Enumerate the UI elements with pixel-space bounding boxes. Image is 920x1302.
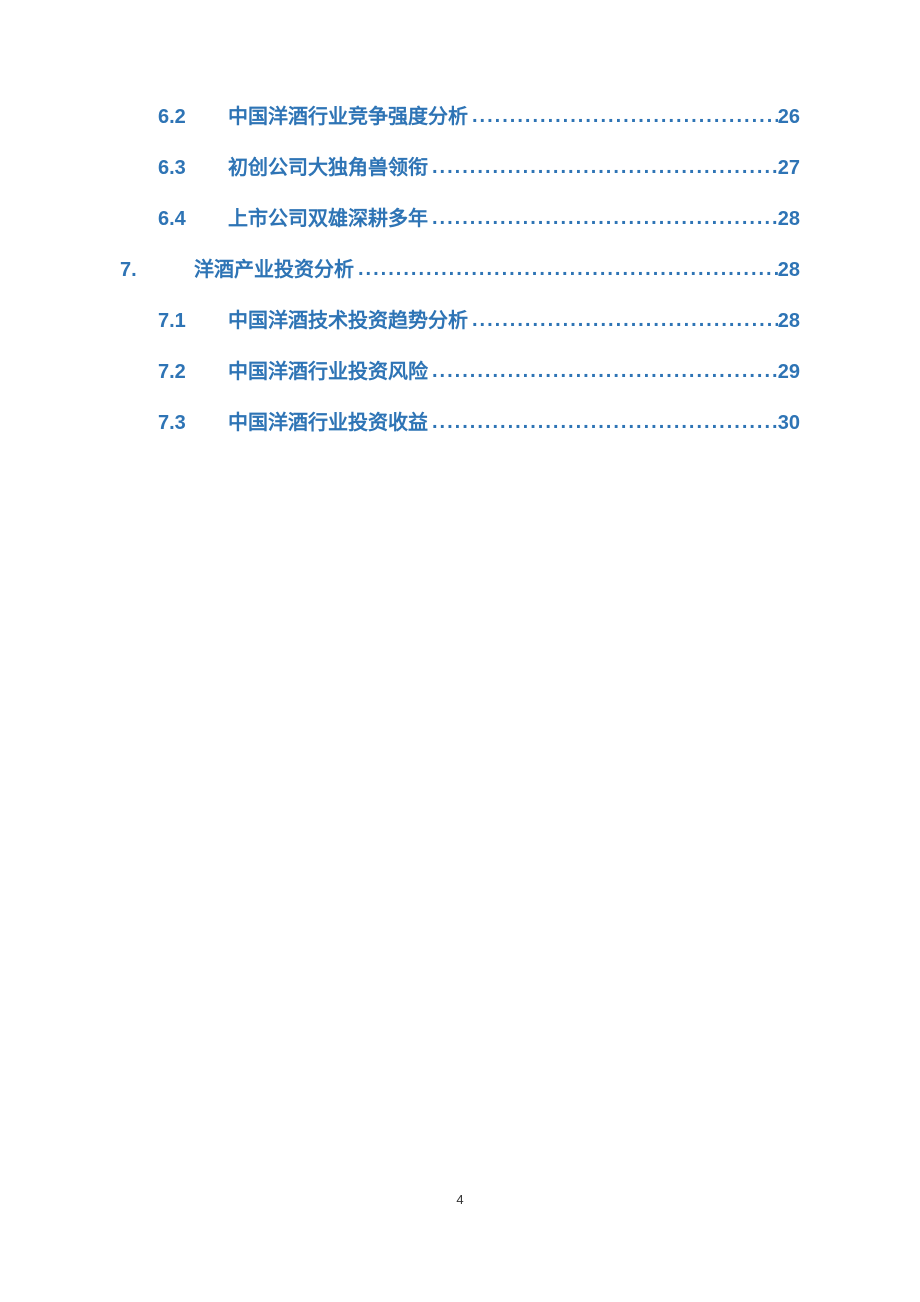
toc-page: 28 (778, 310, 800, 333)
toc-title: 初创公司大独角兽领衔 (228, 151, 428, 180)
toc-dots (354, 258, 778, 281)
toc-page: 27 (778, 157, 800, 180)
toc-title: 中国洋酒行业投资风险 (228, 355, 428, 384)
toc-title: 中国洋酒行业竞争强度分析 (228, 100, 468, 129)
toc-title: 洋酒产业投资分析 (194, 253, 354, 282)
toc-dots (468, 309, 778, 332)
toc-entry[interactable]: 6.3 初创公司大独角兽领衔 27 (120, 151, 800, 180)
toc-page: 28 (778, 259, 800, 282)
toc-page: 29 (778, 361, 800, 384)
toc-dots (428, 360, 778, 383)
page-number: 4 (456, 1192, 463, 1207)
toc-title: 中国洋酒行业投资收益 (228, 406, 428, 435)
toc-number: 6.4 (158, 208, 206, 231)
toc-entry[interactable]: 7.2 中国洋酒行业投资风险 29 (120, 355, 800, 384)
toc-entry[interactable]: 7.1 中国洋酒技术投资趋势分析 28 (120, 304, 800, 333)
toc-number: 6.3 (158, 157, 206, 180)
toc-page: 30 (778, 412, 800, 435)
toc-number: 6.2 (158, 106, 206, 129)
toc-number: 7. (120, 259, 152, 282)
toc-entry[interactable]: 7.3 中国洋酒行业投资收益 30 (120, 406, 800, 435)
toc-entry[interactable]: 7. 洋酒产业投资分析 28 (120, 253, 800, 282)
toc-dots (428, 411, 778, 434)
toc-number: 7.1 (158, 310, 206, 333)
toc-dots (428, 156, 778, 179)
toc-dots (428, 207, 778, 230)
page-content: 6.2 中国洋酒行业竞争强度分析 26 6.3 初创公司大独角兽领衔 27 6.… (0, 0, 920, 435)
toc-dots (468, 105, 778, 128)
toc-entry[interactable]: 6.2 中国洋酒行业竞争强度分析 26 (120, 100, 800, 129)
toc-number: 7.3 (158, 412, 206, 435)
toc-title: 中国洋酒技术投资趋势分析 (228, 304, 468, 333)
toc-title: 上市公司双雄深耕多年 (228, 202, 428, 231)
toc-page: 26 (778, 106, 800, 129)
toc-entry[interactable]: 6.4 上市公司双雄深耕多年 28 (120, 202, 800, 231)
toc-number: 7.2 (158, 361, 206, 384)
toc-page: 28 (778, 208, 800, 231)
